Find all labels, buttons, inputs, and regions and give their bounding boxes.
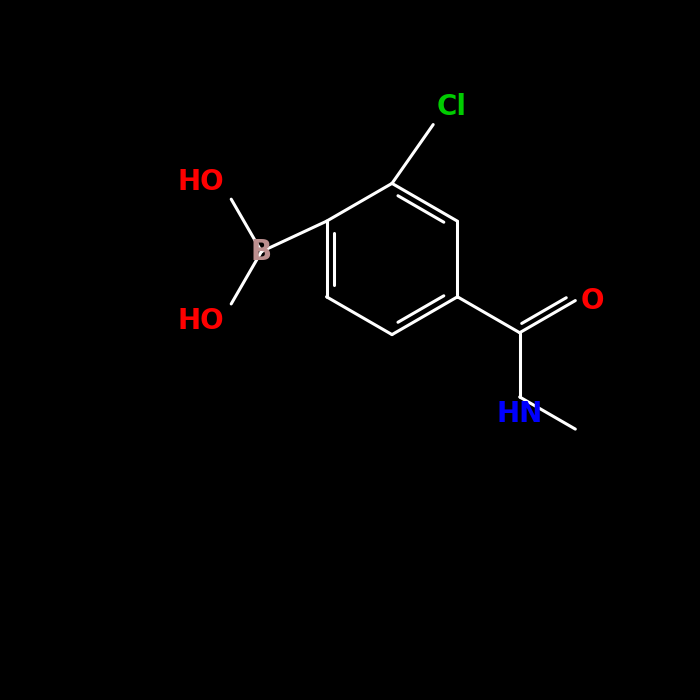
Text: B: B (251, 237, 272, 265)
Text: HO: HO (178, 307, 224, 335)
Text: HO: HO (178, 168, 224, 196)
Text: O: O (581, 286, 604, 314)
Text: Cl: Cl (437, 93, 467, 121)
Text: HN: HN (496, 400, 542, 428)
